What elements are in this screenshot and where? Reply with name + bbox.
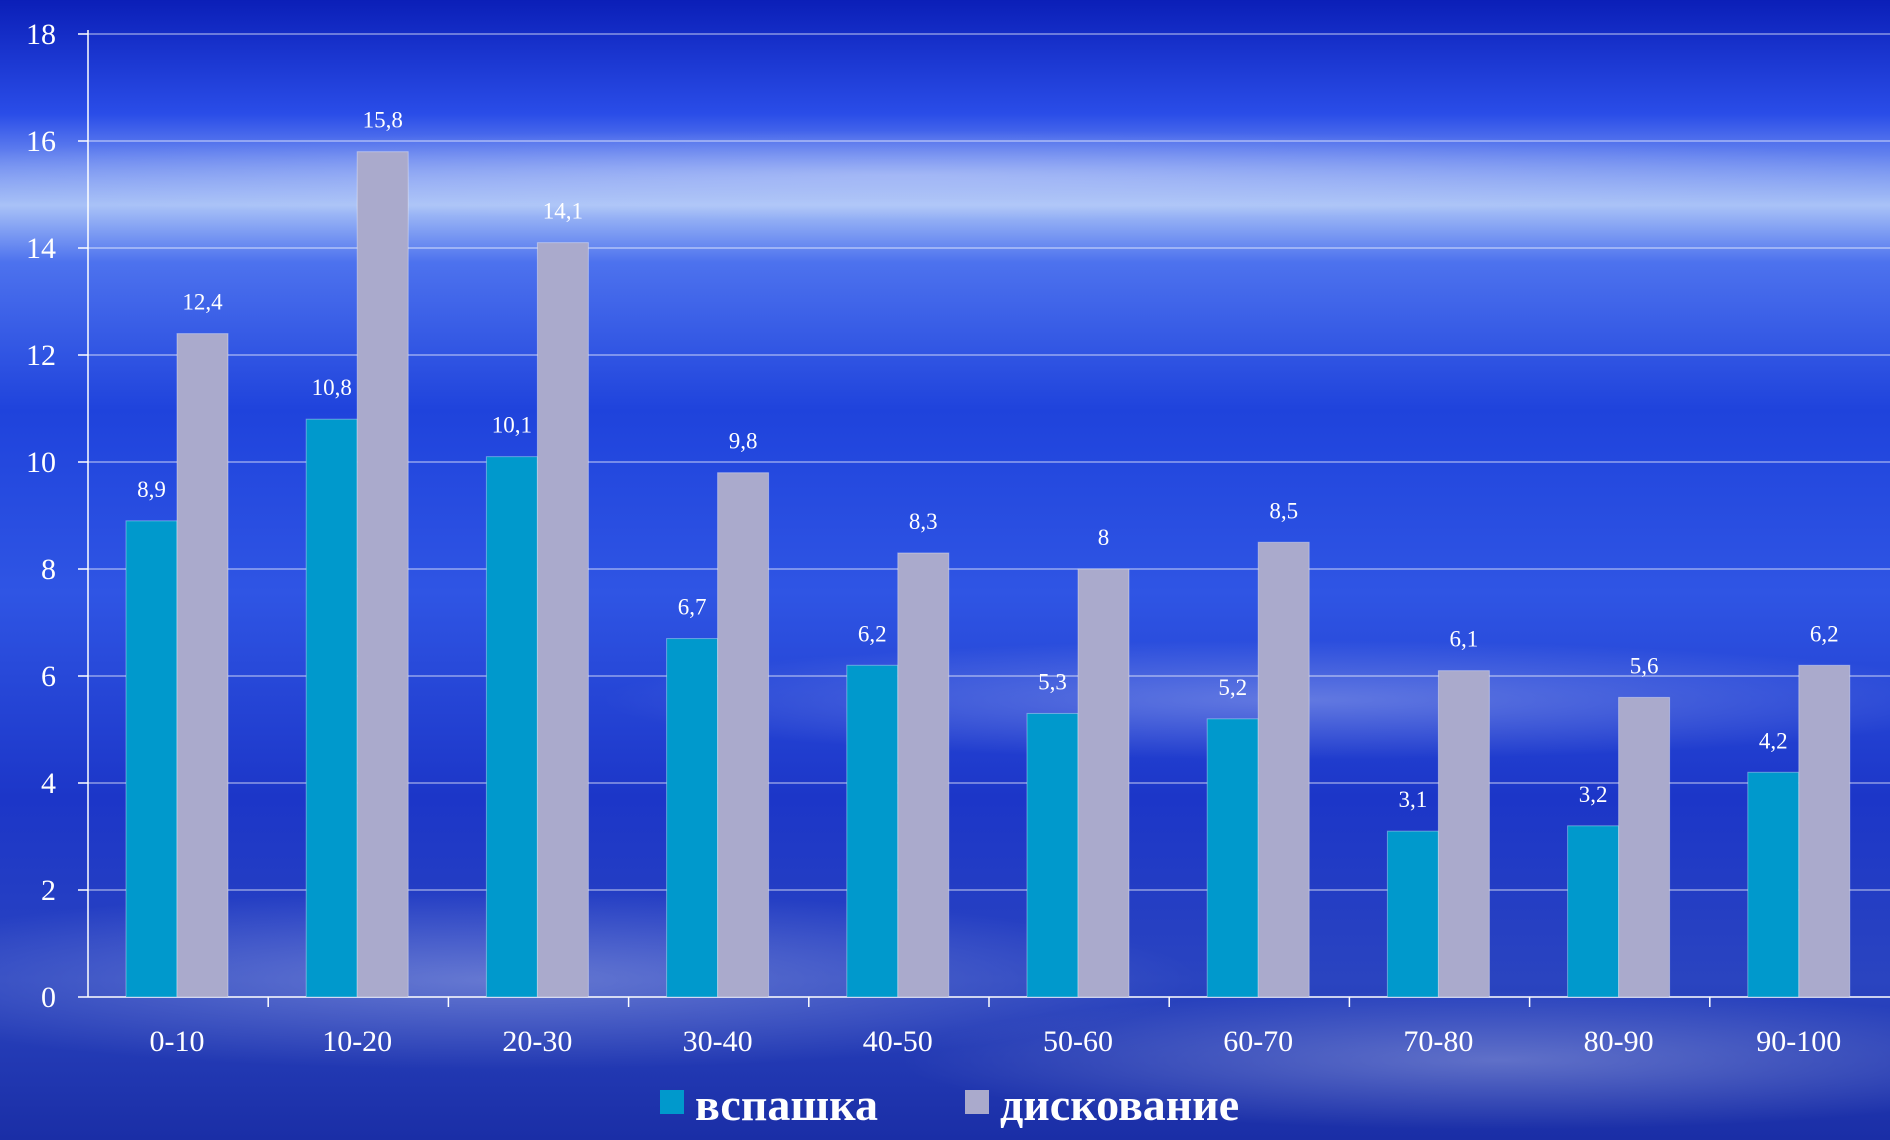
bar-diskovanie (1618, 696, 1671, 998)
data-label: 8 (1098, 525, 1110, 550)
data-label: 5,3 (1038, 669, 1067, 694)
y-tick-label: 14 (26, 232, 56, 265)
data-label: 14,1 (543, 199, 583, 224)
data-labels: 8,9 12,4 10,8 15,8 10,1 14,1 6,7 9,8 6,2 8,3 5,3 8 5… (137, 108, 1839, 812)
bars (125, 151, 1851, 998)
bar-diskovanie (1437, 670, 1490, 998)
x-tick-label: 30-40 (683, 1025, 753, 1058)
y-tick-label: 6 (41, 660, 56, 693)
y-tick-label: 4 (41, 767, 56, 800)
x-tick-label: 50-60 (1043, 1025, 1113, 1058)
x-tick-label: 10-20 (322, 1025, 392, 1058)
legend-swatch (660, 1090, 684, 1114)
bar-diskovanie (1257, 541, 1310, 998)
data-label: 15,8 (363, 108, 403, 133)
x-tick-label: 90-100 (1756, 1025, 1841, 1058)
data-label: 3,2 (1579, 782, 1608, 807)
y-tick-label: 2 (41, 874, 56, 907)
data-label: 3,1 (1399, 787, 1428, 812)
bar-vspashka (666, 638, 719, 998)
data-label: 10,1 (492, 413, 532, 438)
data-label: 5,2 (1218, 675, 1247, 700)
data-label: 4,2 (1759, 728, 1788, 753)
bar-diskovanie (717, 472, 770, 998)
bar-diskovanie (897, 552, 950, 998)
data-label: 6,2 (1810, 621, 1839, 646)
bar-vspashka (485, 456, 538, 998)
data-label: 8,3 (909, 509, 938, 534)
data-label: 10,8 (312, 375, 352, 400)
x-tick-label: 40-50 (863, 1025, 933, 1058)
bar-diskovanie (1798, 664, 1851, 998)
bar-diskovanie (1077, 568, 1130, 998)
bar-diskovanie (176, 333, 229, 998)
bar-vspashka (305, 418, 358, 998)
data-label: 8,9 (137, 477, 166, 502)
y-tick-label: 8 (41, 553, 56, 586)
data-label: 12,4 (182, 290, 223, 315)
y-tick-label: 0 (41, 981, 56, 1014)
y-tick-label: 18 (26, 18, 56, 51)
data-label: 6,2 (858, 621, 887, 646)
x-tick-label: 80-90 (1584, 1025, 1654, 1058)
axes: 0 2 4 6 8 10 12 14 16 18 0-10 10-20 20-30 30-40 40-50 5… (26, 18, 1890, 1058)
data-label: 6,1 (1450, 627, 1479, 652)
bar-diskovanie (536, 242, 589, 998)
bar-vspashka (1747, 771, 1800, 998)
bar-vspashka (1026, 712, 1079, 998)
y-tick-label: 10 (26, 446, 56, 479)
legend-label: вспашка (695, 1079, 878, 1130)
legend: вспашка дискование (660, 1079, 1239, 1130)
bar-vspashka (125, 520, 178, 998)
data-label: 8,5 (1269, 498, 1298, 523)
legend-swatch (965, 1090, 989, 1114)
bar-vspashka (846, 664, 899, 998)
x-tick-label: 0-10 (150, 1025, 205, 1058)
x-tick-label: 70-80 (1403, 1025, 1473, 1058)
data-label: 9,8 (729, 429, 758, 454)
x-tick-label: 60-70 (1223, 1025, 1293, 1058)
data-label: 5,6 (1630, 653, 1659, 678)
y-tick-label: 12 (26, 339, 56, 372)
y-tick-label: 16 (26, 125, 56, 158)
x-tick-label: 20-30 (502, 1025, 572, 1058)
bar-diskovanie (356, 151, 409, 998)
data-label: 6,7 (678, 595, 707, 620)
bar-vspashka (1206, 718, 1259, 998)
bar-vspashka (1567, 825, 1620, 998)
legend-label: дискование (1000, 1079, 1239, 1130)
bar-vspashka (1386, 830, 1439, 998)
